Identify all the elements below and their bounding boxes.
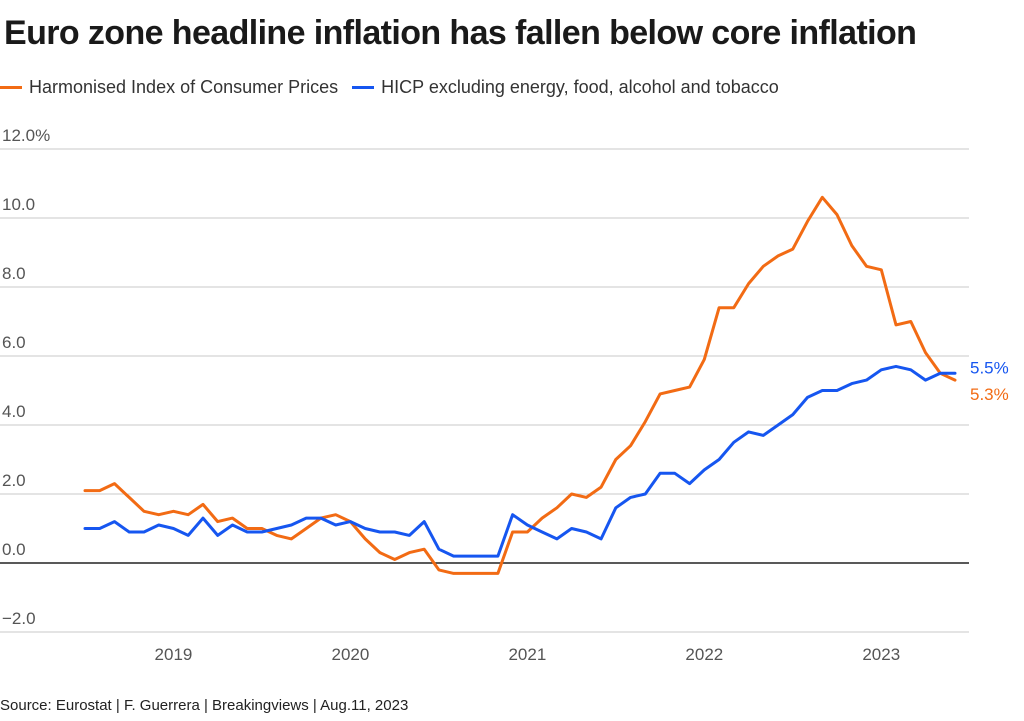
y-tick-label: 0.0 (2, 540, 26, 559)
x-tick-label: 2020 (332, 645, 370, 664)
y-tick-label: 4.0 (2, 402, 26, 421)
y-tick-label: 12.0% (2, 126, 50, 145)
y-tick-label: 8.0 (2, 264, 26, 283)
legend-item-headline: Harmonised Index of Consumer Prices (0, 77, 338, 98)
chart-title: Euro zone headline inflation has fallen … (4, 14, 917, 52)
x-tick-label: 2019 (155, 645, 193, 664)
legend-swatch-core (352, 86, 375, 89)
source-note: Source: Eurostat | F. Guerrera | Breakin… (0, 697, 409, 714)
y-tick-label: 2.0 (2, 471, 26, 490)
end-label-core: 5.5% (970, 358, 1009, 377)
line-chart: 12.0% 10.0 8.0 6.0 4.0 2.0 0.0 −2.0 2019 2020 2021… (0, 126, 1009, 664)
x-tick-label: 2023 (862, 645, 900, 664)
legend-label-core: HICP excluding energy, food, alcohol and… (381, 77, 779, 97)
series-line-headline (83, 195, 957, 575)
x-tick-label: 2022 (685, 645, 723, 664)
y-tick-label: −2.0 (2, 609, 36, 628)
series-line-core (83, 364, 957, 558)
legend-label-headline: Harmonised Index of Consumer Prices (29, 77, 339, 97)
legend: Harmonised Index of Consumer Prices HICP… (0, 77, 793, 98)
y-tick-label: 10.0 (2, 195, 35, 214)
end-label-headline: 5.3% (970, 385, 1009, 404)
legend-item-core: HICP excluding energy, food, alcohol and… (352, 77, 779, 98)
x-tick-label: 2021 (508, 645, 546, 664)
y-tick-label: 6.0 (2, 333, 26, 352)
legend-swatch-headline (0, 86, 22, 89)
